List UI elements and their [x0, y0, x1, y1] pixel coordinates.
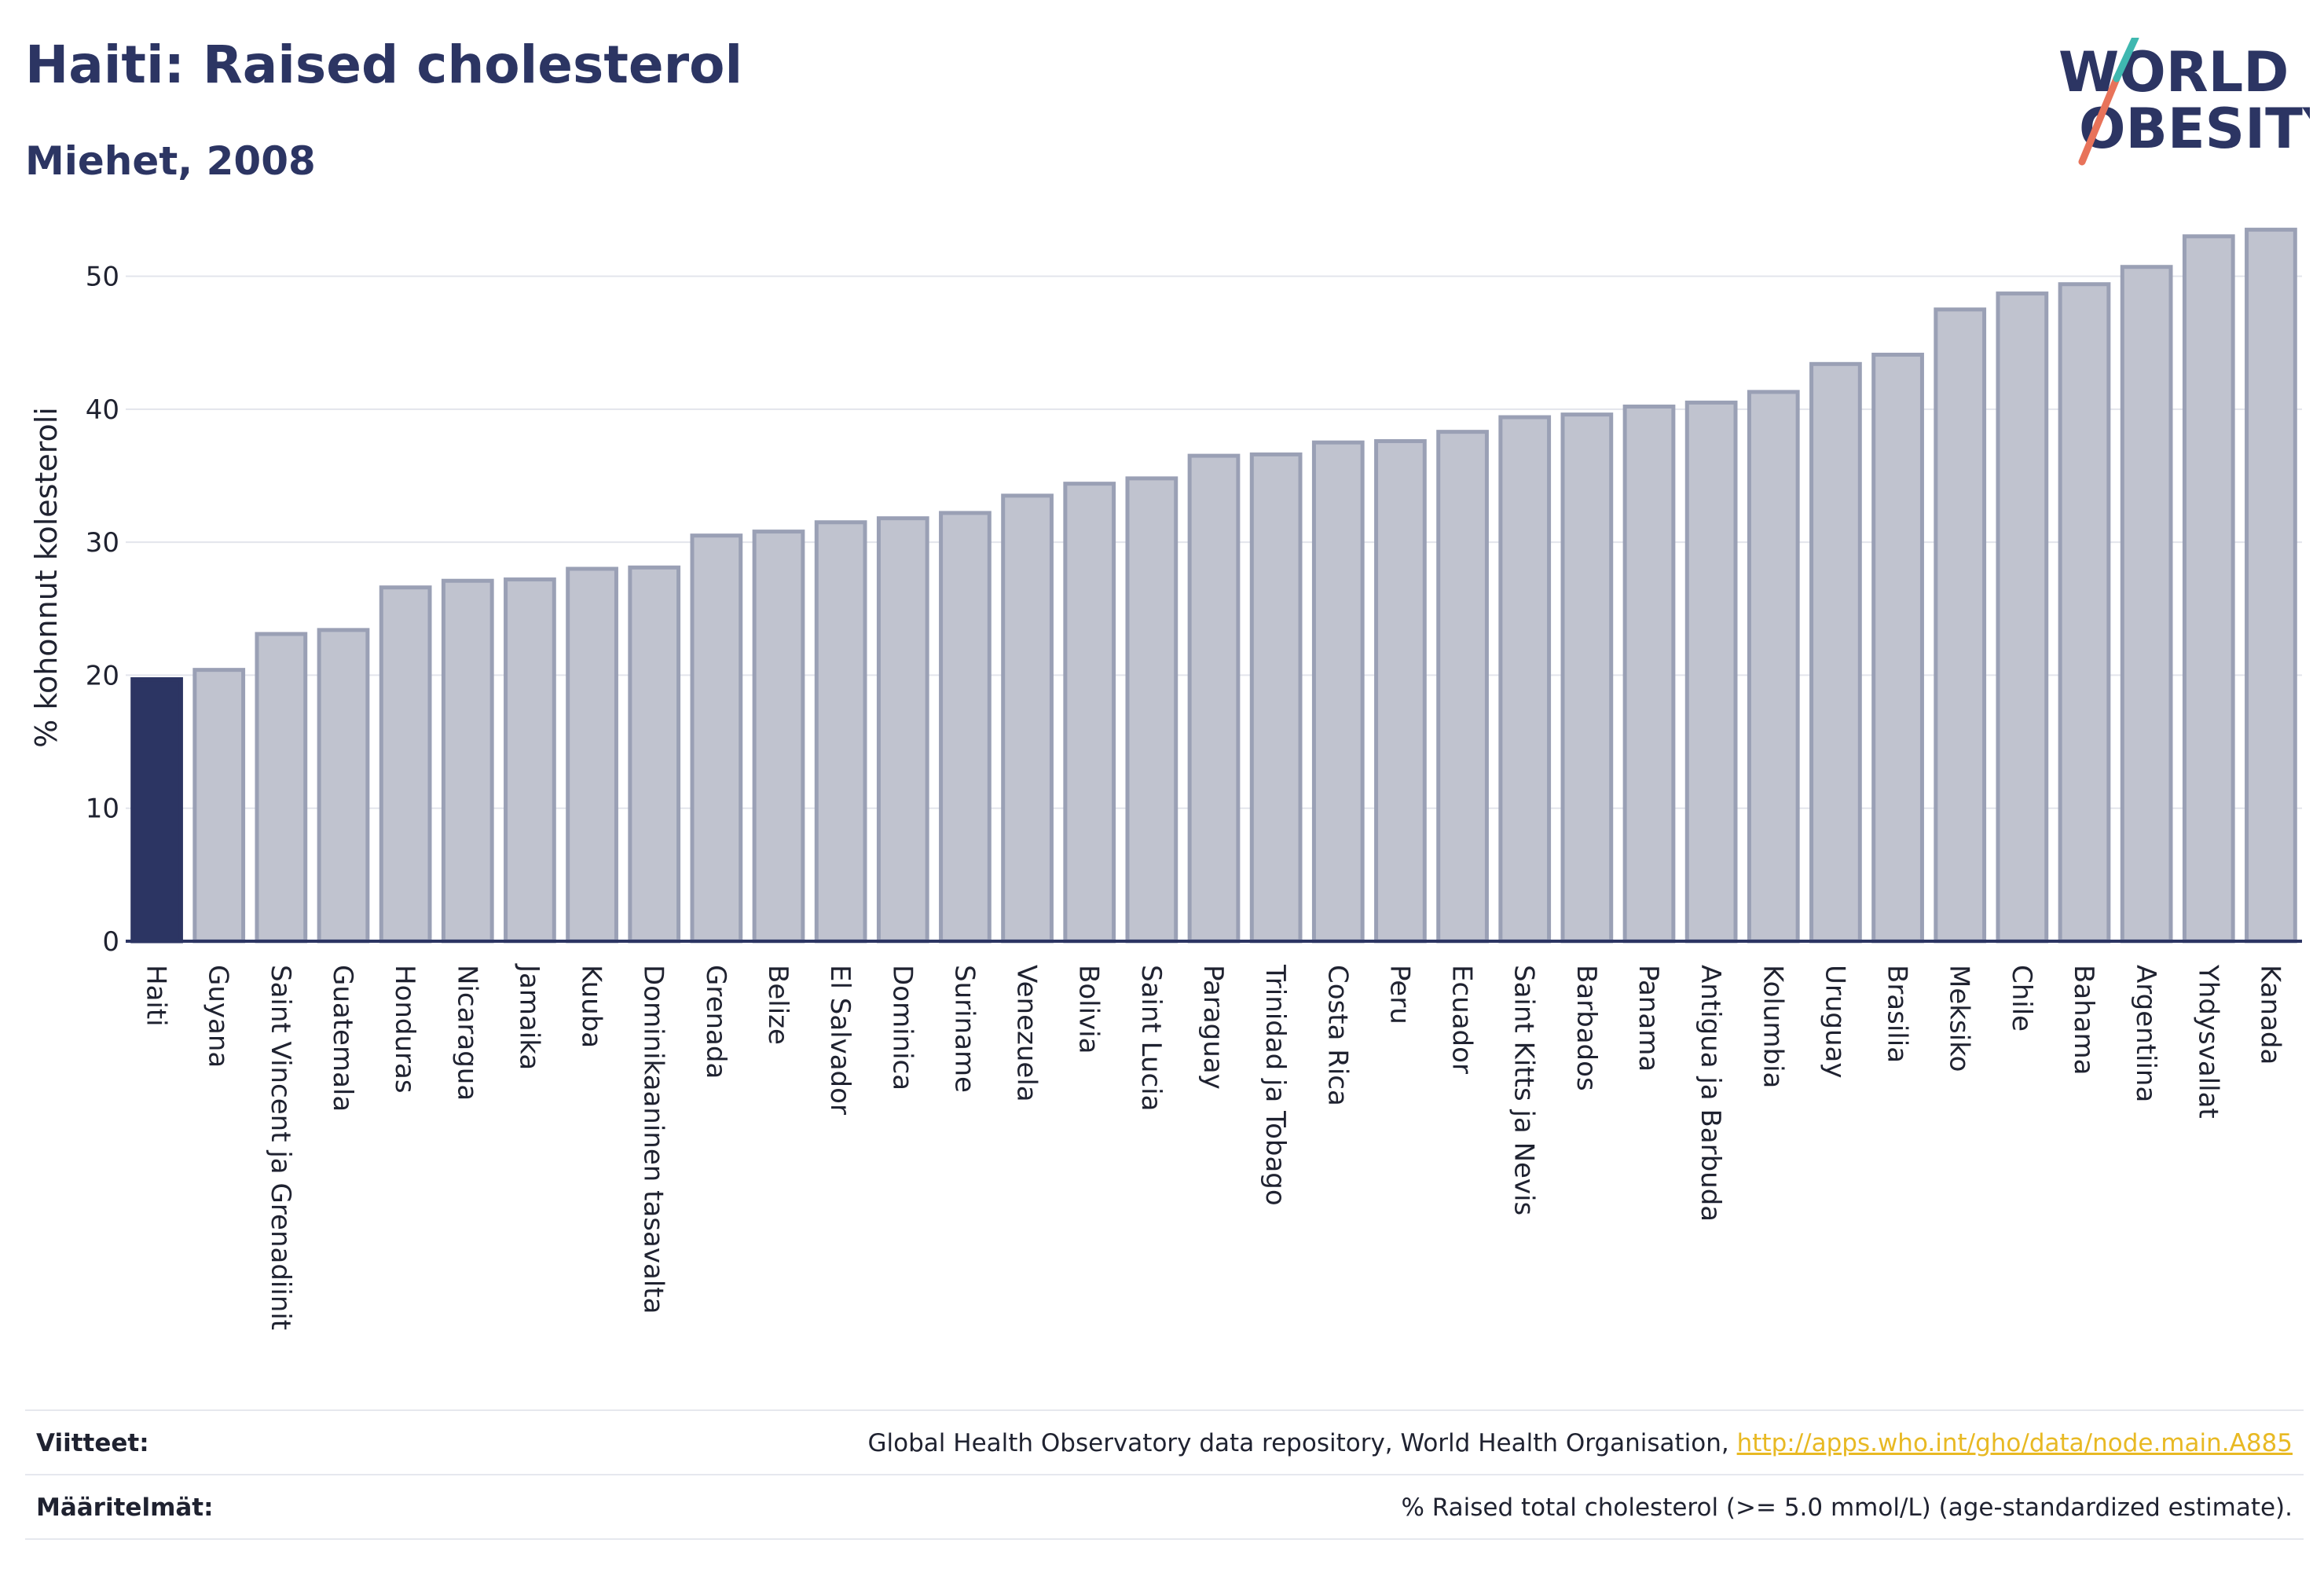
bar [2120, 265, 2173, 944]
bar [1187, 453, 1241, 944]
x-tick-label: Costa Rica [1321, 965, 1353, 1106]
y-tick-label: 40 [86, 394, 119, 426]
chart-subtitle: Miehet, 2008 [25, 138, 316, 184]
bar [2058, 282, 2111, 944]
x-tick-label: Chile [2006, 965, 2037, 1032]
bar [379, 585, 432, 944]
x-tick-label: Saint Vincent ja Grenadiinit [265, 965, 296, 1330]
x-tick-label: Nicaragua [451, 965, 482, 1101]
x-tick-label: Jamaika [513, 963, 544, 1070]
x-tick-label: Barbados [1571, 965, 1602, 1091]
x-tick-label: Belize [762, 965, 794, 1045]
x-tick-label: Dominica [886, 965, 918, 1090]
x-tick-label: Guatemala [327, 965, 358, 1112]
x-tick-label: Trinidad ja Tobago [1259, 964, 1291, 1206]
y-tick-label: 20 [86, 660, 119, 691]
x-axis-ticks: Haiti Guyana Saint Vincent ja Grenadiinit G… [141, 963, 2286, 1330]
x-tick-label: Peru [1384, 965, 1415, 1024]
x-tick-label: Dominikaaninen tasavalta [638, 965, 669, 1314]
bar [1311, 440, 1365, 944]
bar [2182, 234, 2235, 944]
x-tick-label: Suriname [948, 965, 980, 1093]
bar [1374, 438, 1427, 944]
bar [1809, 361, 1862, 944]
chart-title: Haiti: Raised cholesterol [25, 35, 743, 95]
bar [1560, 412, 1614, 944]
x-tick-label: Panama [1633, 965, 1664, 1072]
y-tick-label: 10 [86, 793, 119, 825]
y-tick-label: 30 [86, 527, 119, 559]
references-value: Global Health Observatory data repositor… [868, 1429, 2304, 1457]
bar [1436, 430, 1489, 944]
bar [255, 632, 308, 944]
x-tick-label: Guyana [203, 965, 234, 1068]
bar [1871, 352, 1924, 944]
bar [1249, 452, 1303, 944]
definitions-text: % Raised total cholesterol (>= 5.0 mmol/… [1401, 1494, 2293, 1522]
x-tick-label: Yhdysvallat [2192, 964, 2223, 1119]
references-label: Viitteet: [36, 1429, 149, 1457]
bar [1063, 482, 1116, 944]
bar [690, 533, 743, 944]
x-tick-label: Bahama [2068, 965, 2099, 1076]
x-tick-label: Saint Kitts ja Nevis [1508, 965, 1540, 1215]
x-tick-label: Argentiina [2130, 965, 2161, 1102]
y-tick-label: 50 [86, 262, 119, 293]
bar [628, 565, 681, 944]
y-axis-ticks: 0 10 20 30 40 50 [86, 262, 119, 958]
bar [1622, 404, 1676, 944]
x-tick-label: Brasilia [1882, 965, 1913, 1063]
references-text: Global Health Observatory data repositor… [867, 1429, 1729, 1457]
bar [2245, 227, 2297, 944]
bars [130, 227, 2297, 944]
bar [1001, 493, 1054, 944]
bar [876, 516, 929, 944]
x-tick-label: Venezuela [1011, 965, 1043, 1102]
y-tick-label: 0 [102, 926, 119, 958]
x-tick-label: Grenada [700, 965, 731, 1079]
logo-slash-coral [2078, 75, 2121, 166]
bar [814, 520, 867, 944]
bar [317, 628, 370, 944]
bar [130, 677, 183, 944]
bar [504, 577, 556, 944]
x-tick-label: Saint Lucia [1135, 965, 1167, 1111]
logo-line2: OBESITY [2079, 97, 2310, 161]
x-tick-label: Honduras [389, 965, 420, 1094]
references-row: Viitteet: Global Health Observatory data… [25, 1409, 2304, 1475]
definitions-row: Määritelmät: % Raised total cholesterol … [25, 1474, 2304, 1540]
x-tick-label: Paraguay [1197, 965, 1229, 1090]
footer-divider [25, 1538, 2304, 1540]
bar [1934, 307, 1987, 944]
logo-slash-teal [2113, 38, 2139, 82]
x-tick-label: Antigua ja Barbuda [1695, 965, 1726, 1222]
world-obesity-logo: WORLD OBESITY [2058, 38, 2310, 166]
x-tick-label: Kolumbia [1757, 965, 1788, 1088]
bar [1125, 476, 1178, 944]
y-axis-label: % kohonnut kolesteroli [29, 407, 64, 748]
x-tick-label: Kanada [2254, 965, 2286, 1065]
bar [752, 530, 805, 944]
bar [566, 566, 618, 944]
bar [1747, 390, 1800, 944]
logo-line1: WORLD [2058, 40, 2289, 104]
x-tick-label: El Salvador [824, 965, 856, 1115]
x-tick-label: Bolivia [1073, 965, 1105, 1054]
bar [1498, 415, 1552, 944]
bar [1996, 291, 2049, 944]
x-tick-label: Haiti [141, 965, 172, 1027]
x-tick-label: Meksiko [1944, 965, 1975, 1072]
x-tick-label: Ecuador [1446, 965, 1478, 1074]
bar [939, 511, 992, 944]
bar [1684, 400, 1738, 944]
bar [441, 578, 494, 944]
x-tick-label: Uruguay [1819, 965, 1850, 1079]
x-tick-label: Kuuba [576, 965, 607, 1048]
bar-chart: 0 10 20 30 40 50 Haiti Guyana Saint Vincent ja … [29, 227, 2302, 1330]
definitions-label: Määritelmät: [36, 1494, 214, 1522]
bar [192, 668, 246, 944]
references-link[interactable]: http://apps.who.int/gho/data/node.main.A… [1736, 1429, 2293, 1457]
